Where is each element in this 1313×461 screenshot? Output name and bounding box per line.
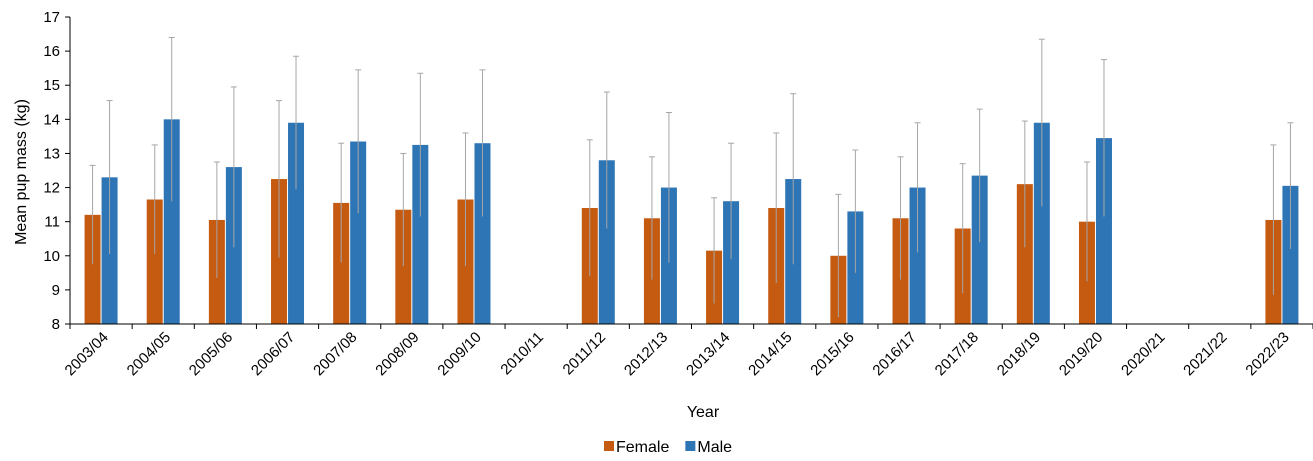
error-bar-male-2022/23 <box>1287 122 1294 249</box>
bar-male-2019/20 <box>1095 138 1112 324</box>
error-bar-male-2016/17 <box>914 122 921 253</box>
y-tick-label: 16 <box>43 43 60 60</box>
bar-male-2022/23 <box>1282 185 1299 324</box>
error-bar-male-2017/18 <box>976 108 983 243</box>
bar-female-2008/09 <box>395 209 412 324</box>
x-tick-labels: 2003/04 2004/05 2005/06 2006/07 2007/08 2008/… <box>62 329 1293 379</box>
bar-female-2004/05 <box>146 199 163 324</box>
bar-male-2009/10 <box>474 143 491 324</box>
x-tick-label: 2017/18 <box>932 329 982 379</box>
bar-male-2017/18 <box>971 175 988 324</box>
x-axis-title: Year <box>687 404 720 421</box>
x-tick-label: 2004/05 <box>124 329 174 379</box>
error-bar-female-2009/10 <box>462 132 469 267</box>
error-bar-female-2003/04 <box>89 164 96 265</box>
error-bar-female-2008/09 <box>400 152 407 267</box>
error-bar-female-2004/05 <box>151 144 158 255</box>
y-tick-label: 8 <box>52 316 60 333</box>
legend: Female Male <box>604 439 732 456</box>
error-bar-male-2009/10 <box>479 69 486 217</box>
x-tick-label: 2010/11 <box>497 329 547 379</box>
x-tick-label: 2013/14 <box>683 329 733 379</box>
bar-male-2018/19 <box>1033 122 1050 324</box>
legend-label-male: Male <box>697 439 732 456</box>
y-tick-label: 15 <box>43 77 60 94</box>
y-tick-label: 12 <box>43 180 60 197</box>
y-tick-labels: 8 9 10 11 12 13 14 15 16 17 <box>43 9 60 333</box>
error-bar-female-2005/06 <box>213 161 220 278</box>
y-tick-label: 11 <box>44 214 60 231</box>
bar-male-2011/12 <box>598 160 615 324</box>
error-bar-female-2014/15 <box>773 132 780 284</box>
bar-female-2003/04 <box>84 214 101 324</box>
x-tick-label: 2005/06 <box>186 329 236 379</box>
error-bar-male-2004/05 <box>168 36 175 202</box>
x-tick-label: 2016/17 <box>869 329 919 379</box>
error-bar-female-2011/12 <box>586 139 593 277</box>
x-tick-label: 2003/04 <box>62 329 112 379</box>
error-bar-male-2003/04 <box>106 100 113 255</box>
error-bar-male-2012/13 <box>665 112 672 263</box>
error-bar-female-2018/19 <box>1021 120 1028 248</box>
error-bar-male-2006/07 <box>293 55 300 190</box>
x-tick-label: 2007/08 <box>310 329 360 379</box>
axes-layer <box>65 16 1313 329</box>
bar-male-2016/17 <box>909 187 926 324</box>
error-bars-layer <box>89 36 1294 318</box>
error-bar-male-2008/09 <box>417 72 424 217</box>
y-tick-label: 14 <box>43 111 60 128</box>
error-bar-male-2014/15 <box>790 93 797 265</box>
error-bar-male-2018/19 <box>1038 38 1045 207</box>
x-tick-label: 2015/16 <box>807 329 857 379</box>
error-bar-female-2016/17 <box>897 156 904 280</box>
x-tick-label: 2014/15 <box>745 329 795 379</box>
error-bar-female-2022/23 <box>1270 144 1277 296</box>
bar-male-2006/07 <box>288 122 305 324</box>
x-tick-label: 2021/22 <box>1180 329 1230 379</box>
bar-female-2007/08 <box>333 202 350 324</box>
y-tick-label: 17 <box>43 9 60 26</box>
y-axis-title: Mean pup mass (kg) <box>13 99 30 245</box>
error-bar-female-2017/18 <box>959 163 966 294</box>
x-tick-label: 2008/09 <box>372 329 422 379</box>
x-tick-label: 2022/23 <box>1242 329 1292 379</box>
error-bar-male-2007/08 <box>355 69 362 214</box>
error-bar-female-2012/13 <box>648 156 655 280</box>
bars-layer <box>84 119 1299 324</box>
error-bar-female-2013/14 <box>711 197 718 304</box>
y-tick-label: 10 <box>43 248 60 265</box>
x-tick-label: 2012/13 <box>621 329 671 379</box>
error-bar-female-2019/20 <box>1083 161 1090 282</box>
x-tick-label: 2020/21 <box>1118 329 1168 379</box>
x-tick-label: 2006/07 <box>248 329 298 379</box>
y-tick-label: 9 <box>52 282 60 299</box>
bar-male-2008/09 <box>412 144 429 324</box>
error-bar-female-2007/08 <box>338 142 345 263</box>
error-bar-male-2011/12 <box>603 91 610 229</box>
y-tick-label: 13 <box>43 145 60 162</box>
error-bar-female-2015/16 <box>835 193 842 318</box>
bar-male-2004/05 <box>163 119 180 324</box>
x-tick-label: 2009/10 <box>434 329 484 379</box>
bar-female-2018/19 <box>1016 184 1033 324</box>
error-bar-male-2015/16 <box>852 149 859 273</box>
error-bar-female-2006/07 <box>276 100 283 258</box>
legend-swatch-female <box>604 441 614 451</box>
legend-label-female: Female <box>616 439 669 456</box>
error-bar-male-2019/20 <box>1100 59 1107 217</box>
legend-swatch-male <box>685 441 696 451</box>
error-bar-male-2005/06 <box>230 86 237 248</box>
error-bar-male-2013/14 <box>728 142 735 260</box>
bar-male-2013/14 <box>723 201 740 324</box>
x-tick-label: 2019/20 <box>1056 329 1106 379</box>
bar-male-2007/08 <box>350 141 367 324</box>
x-tick-label: 2011/12 <box>560 329 610 379</box>
x-tick-label: 2018/19 <box>994 329 1044 379</box>
